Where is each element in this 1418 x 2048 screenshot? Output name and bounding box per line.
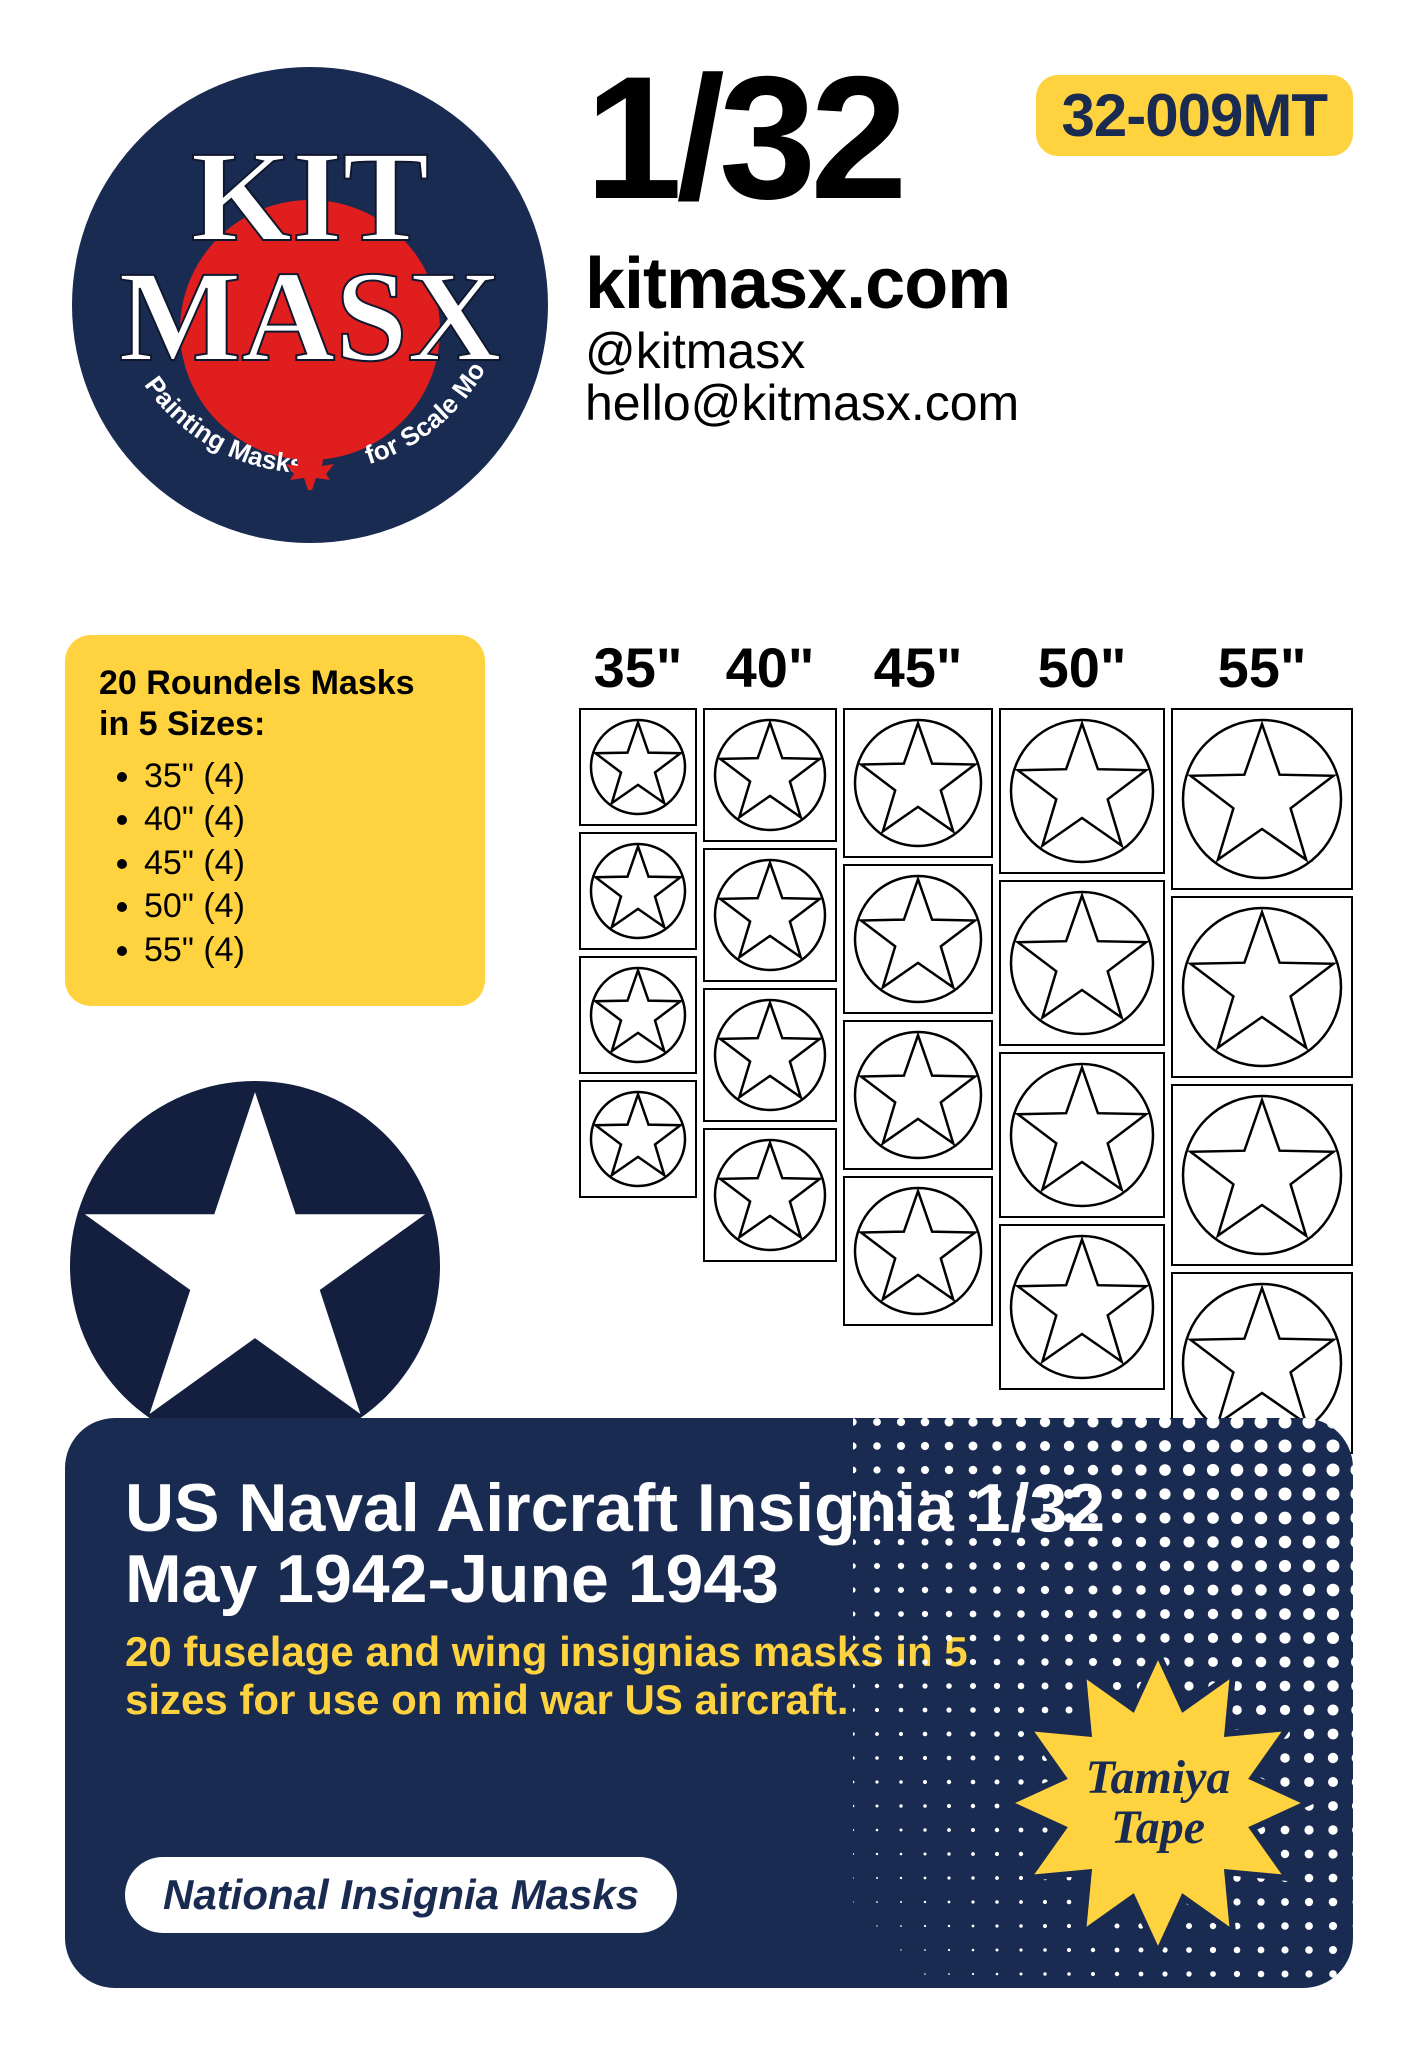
mask-cell: [703, 848, 837, 982]
mask-column-label: 45": [874, 635, 963, 700]
product-title-line2: May 1942-June 1943: [125, 1544, 1293, 1615]
mask-cell: [1171, 896, 1353, 1078]
mask-column-label: 50": [1038, 635, 1127, 700]
insignia-example-icon: [70, 1081, 440, 1451]
mask-cell: [999, 1224, 1165, 1390]
brand-logo: KIT MASX Painting Masks for Scale Models: [65, 60, 555, 555]
mask-cell: [999, 708, 1165, 874]
mask-cell: [703, 988, 837, 1122]
mask-column-label: 40": [726, 635, 815, 700]
website-text: kitmasx.com: [585, 243, 1353, 325]
mask-column: 55": [1171, 635, 1353, 1460]
sizes-list-item: 45" (4): [144, 842, 451, 886]
mask-cell: [843, 864, 993, 1014]
contact-email: hello@kitmasx.com: [585, 377, 1353, 430]
social-handle: @kitmasx: [585, 325, 1353, 378]
mask-cell: [703, 708, 837, 842]
mask-cell: [703, 1128, 837, 1262]
svg-text:MASX: MASX: [119, 245, 502, 389]
sku-badge: 32-009MT: [1036, 75, 1353, 156]
burst-text-2: Tape: [1111, 1801, 1205, 1854]
product-title-line1: US Naval Aircraft Insignia 1/32: [125, 1473, 1293, 1544]
product-info-panel: US Naval Aircraft Insignia 1/32 May 1942…: [65, 1418, 1353, 1988]
mask-size-grid: 35" 40" 45" 50": [485, 635, 1353, 1460]
mask-cell: [999, 1052, 1165, 1218]
mask-cell: [579, 708, 697, 826]
sizes-title: 20 Roundels Masks in 5 Sizes:: [99, 663, 451, 745]
sizes-list-item: 55" (4): [144, 929, 451, 973]
mask-cell: [579, 956, 697, 1074]
mask-column: 50": [999, 635, 1165, 1460]
tape-type-burst: Tamiya Tape: [993, 1638, 1323, 1968]
mask-column-label: 55": [1218, 635, 1307, 700]
sizes-list-item: 40" (4): [144, 798, 451, 842]
mask-column: 45": [843, 635, 993, 1460]
scale-text: 1/32: [585, 60, 902, 218]
sizes-list: 35" (4)40" (4)45" (4)50" (4)55" (4): [99, 755, 451, 973]
sizes-list-item: 35" (4): [144, 755, 451, 799]
mask-cell: [579, 1080, 697, 1198]
mask-column-label: 35": [594, 635, 683, 700]
product-subtitle: 20 fuselage and wing insignias masks in …: [125, 1628, 995, 1725]
mask-column: 40": [703, 635, 837, 1460]
burst-text-1: Tamiya: [1086, 1751, 1231, 1804]
mask-column: 35": [579, 635, 697, 1460]
mask-cell: [1171, 708, 1353, 890]
mask-cell: [579, 832, 697, 950]
mask-cell: [843, 1176, 993, 1326]
mask-cell: [843, 1020, 993, 1170]
mask-cell: [843, 708, 993, 858]
mask-cell: [1171, 1084, 1353, 1266]
mask-cell: [999, 880, 1165, 1046]
category-badge: National Insignia Masks: [125, 1857, 677, 1933]
sizes-info-box: 20 Roundels Masks in 5 Sizes: 35" (4)40"…: [65, 635, 485, 1006]
sizes-list-item: 50" (4): [144, 885, 451, 929]
